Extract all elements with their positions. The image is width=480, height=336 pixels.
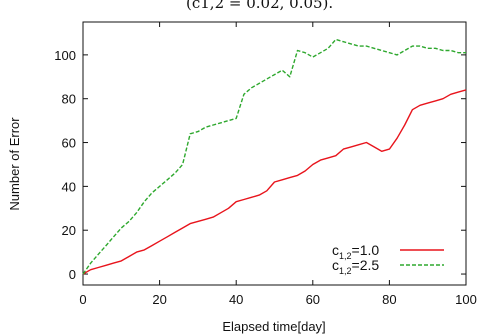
y-tick-label: 20 [62, 223, 76, 238]
x-axis-label: Elapsed time[day] [222, 319, 325, 334]
x-tick-label: 80 [382, 292, 396, 307]
x-tick-label: 20 [152, 292, 166, 307]
series-lines [82, 38, 467, 275]
series-line-1 [82, 89, 467, 275]
y-tick-label: 80 [62, 92, 76, 107]
x-tick-label: 100 [455, 292, 477, 307]
caption-fragment: (c1,2 = 0.02, 0.05). [186, 0, 333, 12]
series-line-2 [82, 38, 466, 275]
legend-label-2: c1,2=2.5 [332, 257, 379, 276]
y-tick-labels: 0 20 40 60 80 100 [54, 48, 76, 282]
legend-label-1: c1,2=1.0 [332, 242, 379, 261]
x-tick-labels: 0 20 40 60 80 100 [79, 292, 476, 307]
tick-marks [82, 22, 467, 285]
y-tick-label: 0 [69, 267, 76, 282]
x-tick-label: 40 [229, 292, 243, 307]
y-tick-label: 100 [54, 48, 76, 63]
y-axis-label: Number of Error [7, 117, 22, 211]
y-tick-label: 60 [62, 136, 76, 151]
plot-frame [82, 21, 467, 286]
x-tick-label: 60 [306, 292, 320, 307]
x-tick-label: 0 [79, 292, 86, 307]
legend: c1,2=1.0c1,2=2.5 [332, 242, 444, 276]
y-tick-label: 40 [62, 179, 76, 194]
